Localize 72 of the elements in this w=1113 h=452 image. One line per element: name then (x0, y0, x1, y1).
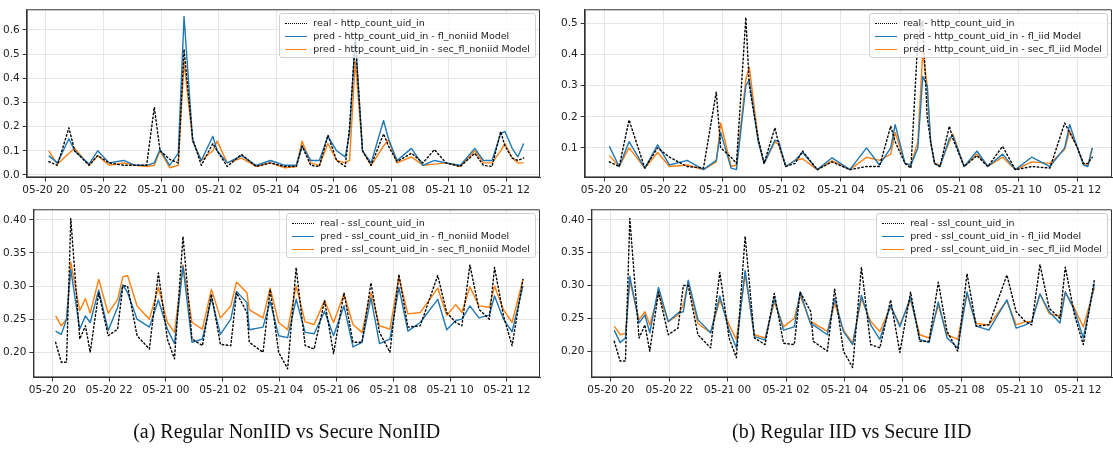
x-tick-label: 05-21 06 (312, 383, 361, 396)
y-tick-label: 0.30 (560, 278, 585, 291)
y-tick-label: 0.35 (2, 245, 27, 258)
legend-label: real - ssl_count_uid_in (909, 216, 1016, 230)
x-tick-label: 05-21 10 (425, 183, 473, 196)
legend-label: pred - ssl_count_uid_in - fl_noniid Model (319, 229, 511, 243)
x-tick-label: 05-20 20 (580, 183, 629, 196)
y-tick-label: 0.20 (560, 343, 585, 356)
y-tick-label: 0.2 (561, 109, 578, 122)
x-tick-label: 05-20 20 (22, 183, 70, 196)
x-tick-label: 05-20 22 (85, 383, 133, 396)
legend-label: pred - http_count_uid_in - sec_fl_noniid Model (312, 42, 530, 56)
x-tick-label: 05-21 04 (817, 183, 865, 196)
x-tick-label: 05-21 10 (995, 383, 1044, 396)
y-tick-label: 0.30 (2, 278, 27, 291)
x-tick-label: 05-21 08 (935, 183, 983, 196)
y-tick-label: 0.4 (3, 70, 21, 83)
legend-label: pred - http_count_uid_in - sec_fl_iid Model (902, 42, 1102, 56)
x-tick-label: 05-21 08 (367, 183, 415, 196)
legend-label: pred - ssl_count_uid_in - sec_fl_iid Model (909, 242, 1102, 256)
x-tick-label: 05-21 06 (310, 183, 358, 196)
x-tick-label: 05-21 08 (937, 383, 985, 396)
x-tick-label: 05-21 00 (142, 383, 190, 396)
legend-label: real - http_count_uid_in (902, 16, 1016, 30)
text: (a) Regular NonIID vs Secure NonIID (133, 420, 441, 443)
x-tick-label: 05-21 00 (137, 183, 185, 196)
text: (b) Regular IID vs Secure IID (732, 420, 972, 443)
x-tick-label: 05-20 20 (28, 383, 76, 396)
x-tick-label: 05-21 02 (194, 183, 243, 196)
x-tick-label: 05-21 00 (699, 183, 747, 196)
y-tick-label: 0.5 (561, 16, 578, 29)
y-tick-label: 0.6 (3, 22, 21, 35)
y-tick-label: 0.40 (560, 212, 585, 225)
x-tick-label: 05-21 12 (1053, 183, 1102, 196)
x-tick-label: 05-21 10 (994, 183, 1042, 196)
x-tick-label: 05-21 02 (199, 383, 247, 396)
x-tick-label: 05-21 04 (820, 383, 869, 396)
y-tick-label: 0.3 (3, 95, 20, 108)
y-tick-label: 0.35 (560, 245, 585, 258)
y-tick-label: 0.2 (3, 119, 20, 132)
x-tick-label: 05-20 22 (79, 183, 128, 196)
x-tick-label: 05-21 10 (426, 383, 474, 396)
legend-label: pred - ssl_count_uid_in - fl_iid Model (909, 229, 1083, 243)
y-tick-label: 0.20 (2, 344, 27, 357)
y-tick-label: 0.25 (2, 311, 27, 324)
x-tick-label: 05-20 20 (587, 383, 635, 396)
y-tick-label: 0.1 (3, 143, 20, 156)
x-tick-label: 05-21 02 (758, 183, 806, 196)
x-tick-label: 05-21 12 (1054, 383, 1102, 396)
x-tick-label: 05-21 02 (762, 383, 810, 396)
y-tick-label: 0.5 (3, 46, 20, 59)
x-tick-label: 05-21 06 (879, 383, 927, 396)
y-tick-label: 0.25 (560, 311, 585, 324)
legend-label: pred - http_count_uid_in - fl_iid Model (902, 29, 1083, 43)
y-tick-label: 0.0 (3, 167, 20, 180)
legend-label: pred - ssl_count_uid_in - sec_fl_noniid Model (319, 242, 530, 256)
y-tick-label: 0.40 (2, 212, 27, 225)
x-tick-label: 05-20 22 (639, 183, 688, 196)
x-tick-label: 05-20 22 (645, 383, 693, 396)
x-tick-label: 05-21 04 (252, 183, 301, 196)
x-tick-label: 05-21 04 (255, 383, 304, 396)
legend-label: real - http_count_uid_in (312, 16, 426, 30)
legend-label: pred - http_count_uid_in - fl_noniid Model (312, 29, 511, 43)
x-tick-label: 05-21 06 (876, 183, 925, 196)
y-tick-label: 0.1 (561, 140, 578, 153)
y-tick-label: 0.4 (561, 47, 579, 60)
x-tick-label: 05-21 12 (482, 183, 531, 196)
legend-label: real - ssl_count_uid_in (319, 216, 426, 230)
x-tick-label: 05-21 00 (704, 383, 752, 396)
x-tick-label: 05-21 08 (369, 383, 417, 396)
y-tick-label: 0.3 (561, 78, 578, 91)
x-tick-label: 05-21 12 (483, 383, 531, 396)
